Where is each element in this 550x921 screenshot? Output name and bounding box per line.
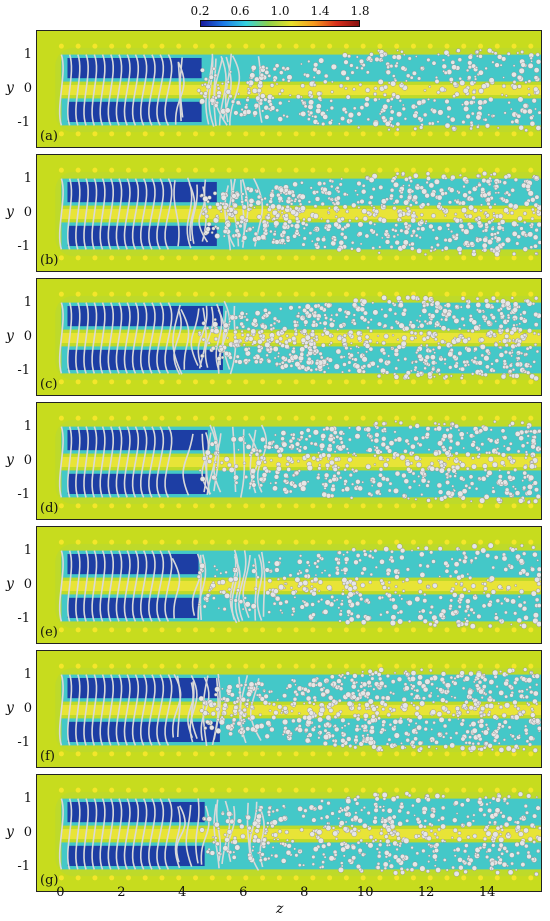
flow-field	[37, 527, 541, 643]
panel-g: (g)	[36, 774, 542, 892]
y-tick-label: -1	[17, 114, 30, 130]
flow-field	[37, 155, 541, 271]
flow-field	[37, 279, 541, 395]
panel-b: (b)	[36, 154, 542, 272]
colorbar-tick: 1.4	[310, 4, 330, 18]
y-tick-label: -1	[17, 238, 30, 254]
y-tick-label: 1	[23, 171, 32, 187]
x-tick-label: 8	[300, 885, 309, 900]
colorbar-tick: 0.2	[190, 4, 210, 18]
y-tick-label: 1	[23, 419, 32, 435]
flow-field	[37, 31, 541, 147]
flow-field	[37, 775, 541, 891]
y-axis-label: y	[6, 700, 14, 716]
y-tick-label: 0	[23, 577, 32, 592]
y-axis-label: y	[6, 576, 14, 592]
y-axis-label: y	[6, 452, 14, 468]
y-tick-label: 0	[23, 329, 32, 344]
panel-d: (d)	[36, 402, 542, 520]
y-tick-label: -1	[17, 858, 30, 874]
y-tick-label: 1	[23, 667, 32, 683]
y-axis-label: y	[6, 328, 14, 344]
y-tick-label: 0	[23, 81, 32, 96]
flow-field	[37, 651, 541, 767]
panel-letter: (g)	[40, 873, 59, 888]
panel-e: (e)	[36, 526, 542, 644]
y-axis-label: y	[6, 204, 14, 220]
panel-letter: (e)	[40, 625, 58, 640]
y-tick-label: -1	[17, 734, 30, 750]
y-tick-label: 0	[23, 453, 32, 468]
y-axis-label: y	[6, 824, 14, 840]
y-axis-label: y	[6, 80, 14, 96]
x-tick-label: 10	[356, 885, 374, 900]
x-tick-label: 0	[56, 885, 65, 900]
x-tick-label: 6	[239, 885, 248, 900]
colorbar: 0.2 0.6 1.0 1.4 1.8	[190, 4, 370, 27]
y-tick-label: 1	[23, 295, 32, 311]
x-tick-label: 2	[117, 885, 126, 900]
panel-letter: (f)	[40, 749, 55, 764]
panel-f: (f)	[36, 650, 542, 768]
panel-a: (a)	[36, 30, 542, 148]
panel-letter: (b)	[40, 253, 59, 268]
y-tick-label: 1	[23, 47, 32, 63]
y-tick-label: 0	[23, 701, 32, 716]
panel-letter: (c)	[40, 377, 58, 392]
panel-c: (c)	[36, 278, 542, 396]
y-tick-label: -1	[17, 486, 30, 502]
y-tick-label: 1	[23, 543, 32, 559]
x-axis-label: z	[276, 901, 284, 917]
flow-field	[37, 403, 541, 519]
y-tick-label: 0	[23, 825, 32, 840]
x-tick-label: 14	[478, 885, 496, 900]
colorbar-tick: 0.6	[230, 4, 250, 18]
y-tick-label: -1	[17, 362, 30, 378]
colorbar-tick: 1.0	[270, 4, 290, 18]
y-tick-label: 1	[23, 791, 32, 807]
panel-letter: (a)	[40, 129, 58, 144]
colorbar-gradient	[200, 20, 360, 27]
y-tick-label: -1	[17, 610, 30, 626]
y-tick-label: 0	[23, 205, 32, 220]
colorbar-tick: 1.8	[350, 4, 370, 18]
panel-letter: (d)	[40, 501, 59, 516]
x-tick-label: 12	[417, 885, 435, 900]
x-tick-label: 4	[178, 885, 187, 900]
